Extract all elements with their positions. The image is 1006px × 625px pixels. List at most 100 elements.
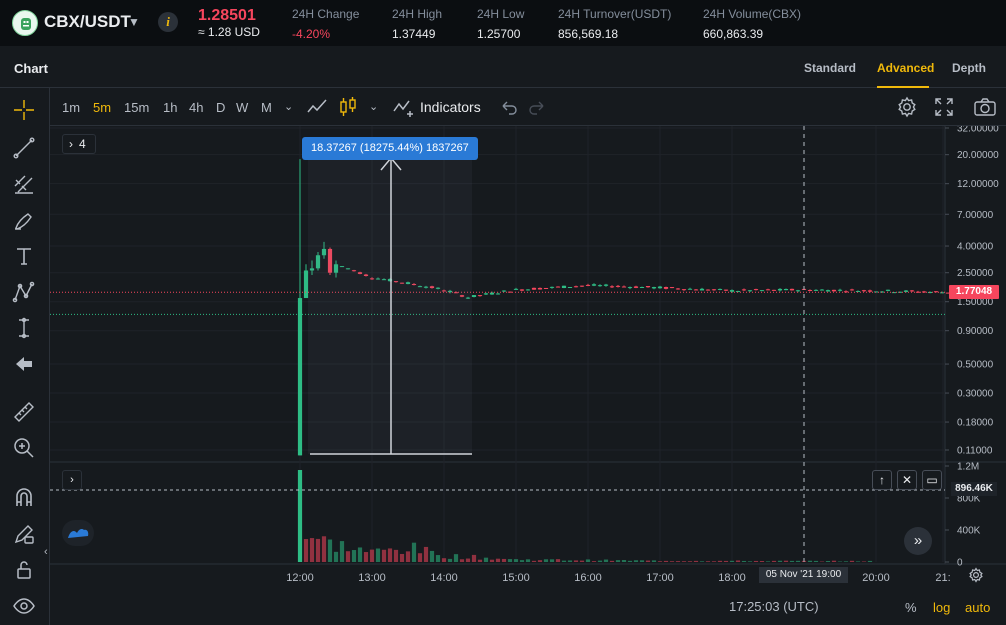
candle-body [831,289,837,292]
zoom-in-icon[interactable] [10,434,38,462]
settings-gear-icon[interactable] [896,96,918,123]
toolbar-collapse-icon[interactable]: ‹ [44,546,48,558]
candle-body [693,289,699,291]
timeframe-5m[interactable]: 5m [93,100,112,115]
volume-bar [573,560,579,562]
candle-body [633,286,639,288]
volume-bar [717,560,723,562]
candle-body [711,289,717,291]
volume-bar [777,560,783,562]
candlestick-icon[interactable] [339,96,357,123]
indicators-icon[interactable] [392,97,416,124]
line-chart-icon[interactable] [306,97,328,122]
tab-standard[interactable]: Standard [804,61,857,75]
volume-bar [681,561,687,562]
candle-body [813,289,819,291]
last-price: 1.28501 [198,7,256,24]
timeframe-d[interactable]: D [216,100,226,115]
text-tool-icon[interactable] [10,242,38,270]
stat-24h-volume: 24H Volume(CBX) 660,863.39 [703,7,801,41]
eye-icon[interactable] [10,592,38,620]
timeframe-m[interactable]: M [261,100,272,115]
candle-body [381,279,387,281]
tab-advanced[interactable]: Advanced [877,61,935,75]
fullscreen-icon[interactable] [934,97,954,122]
volume-collapse-button[interactable]: › [62,470,82,490]
volume-bar [405,551,411,562]
scroll-to-realtime-button[interactable]: » [904,527,932,555]
auto-scale-toggle[interactable]: auto [965,600,991,615]
ruler-icon[interactable] [10,398,38,426]
volume-bar [441,558,447,562]
lock-icon[interactable] [10,556,38,584]
pencil-lock-icon[interactable] [10,520,38,548]
arrow-left-icon[interactable] [10,350,38,378]
projection-icon[interactable] [10,314,38,342]
candle-body [735,291,741,293]
candle-body [423,286,429,288]
close-pane-icon[interactable]: ✕ [897,470,917,490]
timeframe-w[interactable]: W [236,100,249,115]
chevron-down-icon[interactable]: ▼ [128,15,140,29]
chart-toolbar: 1m 5m 15m 1h 4h D W M ⌄ ⌄ Indicators [50,88,1006,126]
stat-label: 24H Turnover(USDT) [558,7,672,21]
trading-pair[interactable]: CBX/USDT [44,12,131,31]
info-icon[interactable]: i [158,12,178,32]
crosshair-icon[interactable] [10,96,38,124]
volume-bar [423,546,429,562]
timeframe-more-icon[interactable]: ⌄ [284,101,294,113]
chart-overlays [50,126,945,564]
trend-line-icon[interactable] [10,134,38,162]
redo-icon[interactable] [528,98,546,121]
timeframe-1h[interactable]: 1h [163,100,178,115]
volume-bar [711,561,717,562]
price-tick-label: 1.50000 [957,297,994,308]
volume-bar [459,559,465,562]
volume-bar [867,560,873,562]
candle-body [411,284,417,286]
candle-body [483,293,489,295]
volume-bar [303,539,309,562]
stat-value: 1.25700 [477,27,521,41]
indicators-button[interactable]: Indicators [420,99,481,115]
price-chart[interactable]: 32.00000 20.00000 12.00000 7.00000 4.00000 2.… [50,126,1006,590]
candle-body [543,287,549,289]
volume-bar [327,539,333,562]
pane-counter: 4 [79,137,86,151]
magnet-icon[interactable] [10,484,38,512]
volume-bar [411,542,417,562]
brush-icon[interactable] [10,206,38,234]
tradingview-logo-icon[interactable] [62,520,94,546]
volume-bar [501,558,507,562]
timeframe-1m[interactable]: 1m [62,100,81,115]
chart-bottom-bar [50,590,1006,625]
stat-label: 24H Low [477,7,525,21]
volume-bar [591,561,597,562]
chart-type-more-icon[interactable]: ⌄ [369,101,379,113]
camera-icon[interactable] [973,97,997,122]
move-pane-up-icon[interactable]: ↑ [872,470,892,490]
volume-bar [735,560,741,562]
timeframe-15m[interactable]: 15m [124,100,150,115]
candle-body [321,248,327,256]
undo-icon[interactable] [500,98,518,121]
volume-tick-label: 400K [957,526,981,537]
candle-body [645,286,651,288]
candle-body [843,291,849,293]
candle-body [747,290,753,292]
candle-body [357,272,363,274]
maximize-pane-icon[interactable]: ▭ [922,470,942,490]
candle-body [729,290,735,292]
indicator-collapse-button[interactable]: › 4 [62,134,96,154]
price-tick-label: 32.00000 [957,126,999,135]
axis-settings-icon[interactable] [968,567,984,588]
candle-body [657,286,663,289]
log-scale-toggle[interactable]: log [933,600,951,615]
tab-depth[interactable]: Depth [952,61,986,75]
fib-channel-icon[interactable] [10,170,38,198]
timeframe-4h[interactable]: 4h [189,100,204,115]
pattern-icon[interactable] [10,278,38,306]
percent-scale-toggle[interactable]: % [905,600,917,615]
volume-bar [435,555,441,562]
volume-bar [519,560,525,562]
